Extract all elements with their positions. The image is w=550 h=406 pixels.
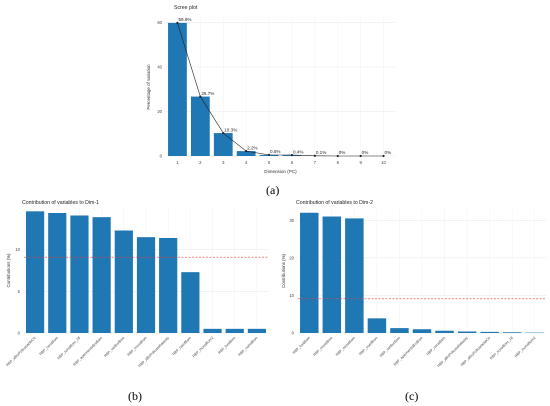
y-axis-label: Contributions (%): [6, 253, 11, 287]
x-tick-label: RBP_noedBom: [172, 336, 192, 356]
bar: [213, 133, 233, 156]
y-tick-label: 0: [292, 331, 295, 336]
scree-point: [222, 131, 225, 135]
scree-point: [313, 154, 316, 157]
x-tick-label: 1: [176, 160, 179, 165]
x-tick-label: 5: [268, 160, 271, 165]
bar: [114, 230, 133, 333]
caption-a: (a): [266, 183, 280, 197]
bar: [203, 328, 222, 333]
data-label: 26.7%: [201, 91, 214, 96]
scree-point: [382, 154, 385, 158]
data-label: 0%: [362, 150, 369, 155]
x-tick-label: RBP_nonaBom_18: [489, 336, 514, 361]
bar: [502, 332, 522, 333]
bar: [457, 331, 477, 333]
scree-point: [245, 150, 248, 153]
y-tick-label: 60: [157, 20, 162, 25]
bar: [168, 22, 187, 156]
x-tick-label: 6: [291, 160, 294, 165]
y-tick-label: 40: [157, 64, 162, 69]
x-tick-label: RBP_nonaBom: [426, 336, 446, 356]
x-tick-label: 7: [314, 160, 317, 165]
x-tick-label: RBP_furaBom: [217, 336, 236, 355]
x-tick-label: RBP_monaBom: [312, 336, 333, 357]
bar: [322, 216, 342, 333]
data-label: 0.1%: [316, 150, 326, 155]
x-tick-label: RBP_furaBom: [292, 336, 311, 355]
bar: [247, 328, 267, 333]
bar: [480, 331, 499, 333]
x-tick-label: 10: [381, 160, 386, 165]
y-tick-label: 0: [160, 154, 163, 159]
x-tick-label: RBP_nomaBom: [238, 336, 259, 357]
caption-b: (b): [128, 389, 142, 403]
x-tick-label: 9: [359, 160, 362, 165]
y-axis-label: Percentage of variation: [146, 64, 151, 110]
bar: [25, 211, 45, 333]
x-axis-label: Dimension (PC): [264, 169, 297, 174]
x-tick-label: RBP_monaBom2: [192, 336, 214, 358]
bar: [190, 96, 210, 156]
bar: [412, 329, 432, 333]
data-label: 0%: [339, 150, 346, 155]
scree-line: [177, 22, 384, 157]
x-tick-label: 2: [199, 160, 202, 165]
chart-title: Contribution of variables to Dim-2: [296, 200, 373, 206]
y-tick-label: 20: [289, 255, 294, 260]
chart-3: Contribution of variables to Dim-2 Contri…: [281, 200, 546, 368]
x-tick-label: 4: [245, 160, 248, 165]
y-tick-label: 20: [157, 109, 162, 114]
y-tick-label: 30: [289, 218, 294, 223]
scree-point: [176, 21, 179, 24]
bar: [236, 151, 256, 156]
chart-2: Contribution of variables to Dim-1 Contri…: [5, 200, 268, 368]
y-tick-label: 5: [18, 289, 21, 294]
caption-c: (c): [405, 389, 419, 403]
data-label: 10.3%: [224, 127, 237, 132]
bar: [390, 328, 409, 333]
x-tick-label: 3: [222, 160, 225, 165]
bar: [345, 218, 364, 333]
x-tick-label: RBP_nonaBom: [39, 336, 59, 356]
bar: [48, 213, 67, 333]
data-label: 59.8%: [178, 17, 191, 22]
data-label: 0%: [385, 150, 392, 155]
x-tick-label: RBP_aBroPolicariableCtr: [5, 335, 37, 367]
y-axis-label: Contributions (%): [281, 254, 286, 288]
x-tick-label: RBP_nomaBom: [335, 336, 356, 357]
scree-point: [199, 95, 202, 98]
x-tick-label: RBP_monaBom: [127, 336, 148, 357]
data-label: 0.4%: [293, 149, 303, 154]
scree-point: [336, 154, 339, 158]
scree-point: [290, 154, 294, 157]
scree-point: [359, 154, 362, 158]
bar: [92, 217, 111, 333]
data-label: 0.5%: [270, 149, 280, 154]
bar: [300, 212, 319, 333]
x-tick-label: RBP_varBurBom: [379, 336, 401, 358]
data-label: 2.2%: [247, 145, 257, 150]
bar: [367, 318, 387, 333]
bar: [435, 330, 454, 333]
x-tick-label: RBP_varBurBom: [103, 336, 125, 358]
chart-title: Scree plot: [174, 5, 198, 11]
y-tick-label: 0: [18, 331, 21, 336]
x-tick-label: RBP_nonaBom_18: [57, 336, 82, 361]
x-tick-label: 8: [337, 160, 340, 165]
chart-title: Contribution of variables to Dim-1: [22, 200, 99, 206]
y-tick-label: 10: [289, 293, 294, 298]
bar: [136, 237, 156, 333]
bar: [70, 215, 89, 333]
bar: [225, 328, 244, 333]
x-tick-label: RBP_noedBom: [358, 336, 378, 356]
scree-point: [267, 153, 271, 156]
x-tick-label: RBP_monaBom2: [514, 336, 536, 358]
bar: [181, 272, 200, 333]
y-tick-label: 10: [15, 247, 20, 252]
bar: [159, 238, 178, 333]
